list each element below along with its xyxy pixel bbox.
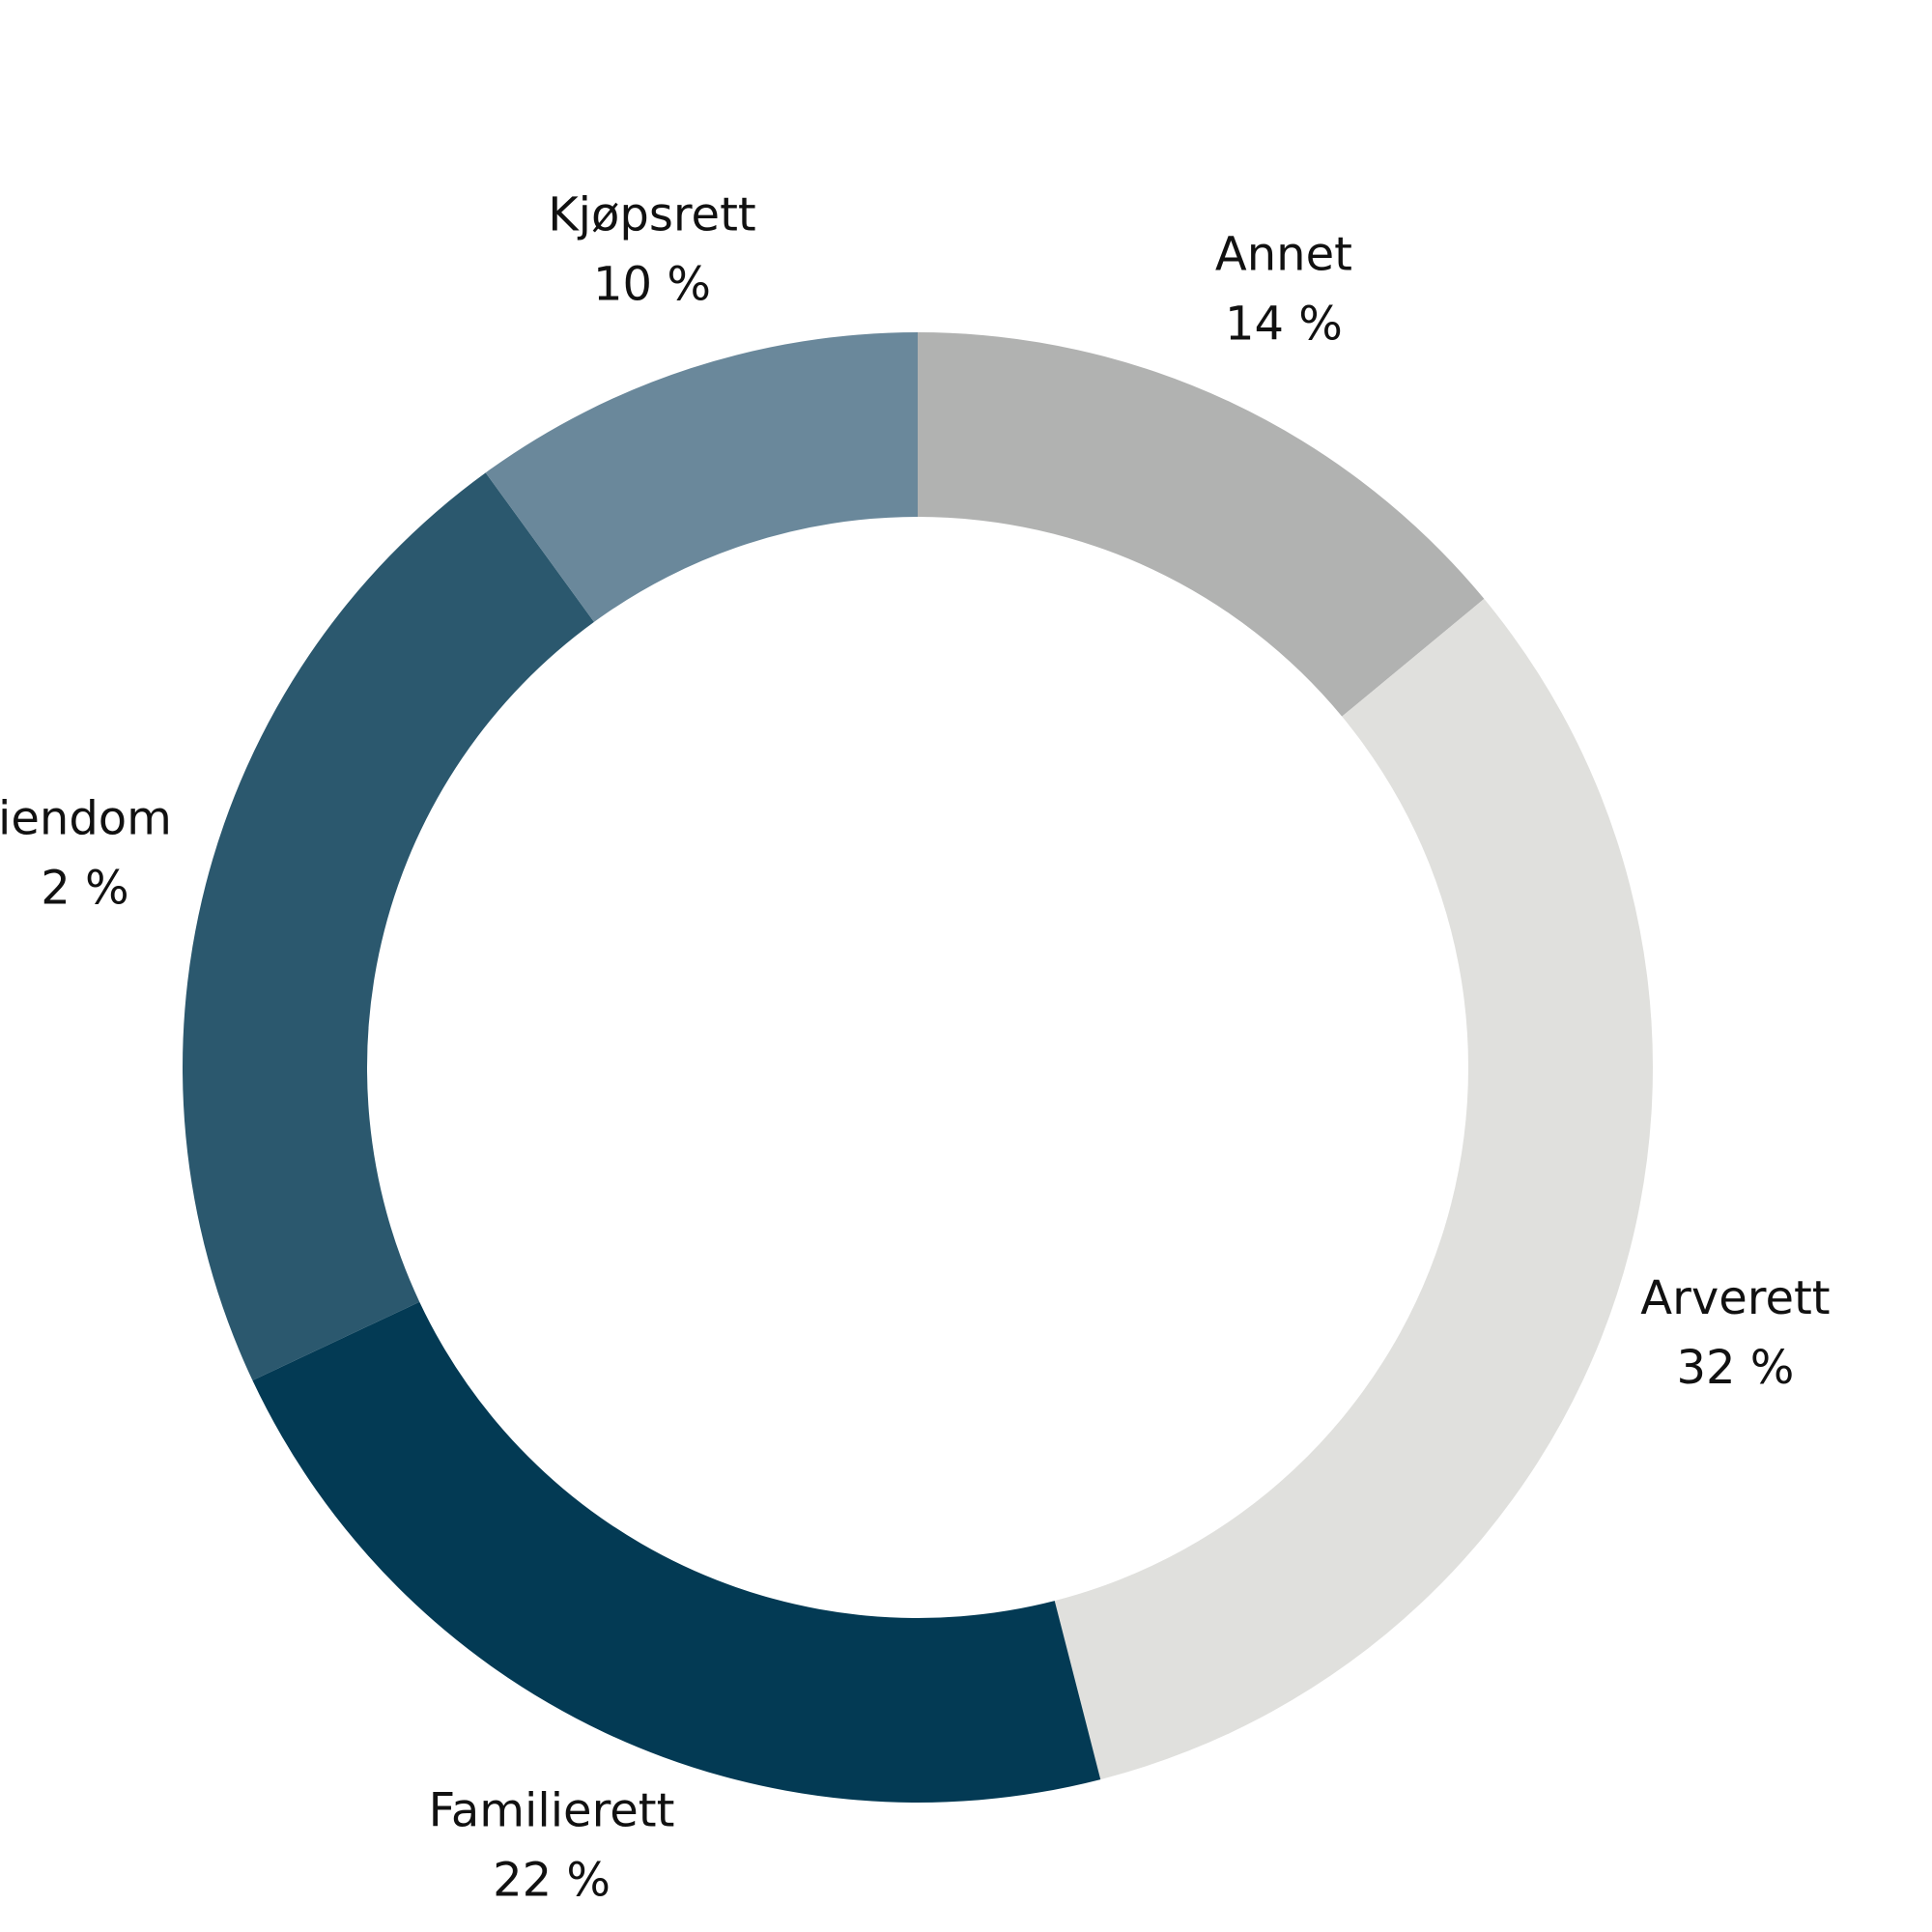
segment-value-2: 22 % [493,1853,611,1907]
segment-labels: Annet 14 % Arverett 32 % Familierett 22 % iend… [0,188,1831,1908]
segment-name-1: Arverett [1640,1271,1830,1325]
donut-slice-0 [918,332,1485,717]
donut-slice-1 [1054,598,1653,1780]
donut-slice-2 [252,1301,1101,1803]
segment-value-0: 14 % [1225,298,1343,352]
segment-value-1: 32 % [1676,1341,1794,1395]
segment-label-2: Familierett 22 % [429,1783,675,1907]
segment-label-4: Kjøpsrett 10 % [548,188,756,312]
segment-name-4: Kjøpsrett [548,188,756,242]
donut-slice-4 [485,332,918,622]
donut-slice-3 [182,472,594,1381]
segment-label-0: Annet 14 % [1215,228,1352,352]
segment-label-1: Arverett 32 % [1640,1271,1830,1395]
segment-label-3: iendom 2 % [0,792,172,916]
segment-value-4: 10 % [593,258,711,312]
segment-name-0: Annet [1215,228,1352,282]
donut-slices [182,332,1653,1803]
segment-name-2: Familierett [429,1783,675,1837]
segment-value-3: 2 % [41,862,128,916]
segment-name-3: iendom [0,792,172,846]
